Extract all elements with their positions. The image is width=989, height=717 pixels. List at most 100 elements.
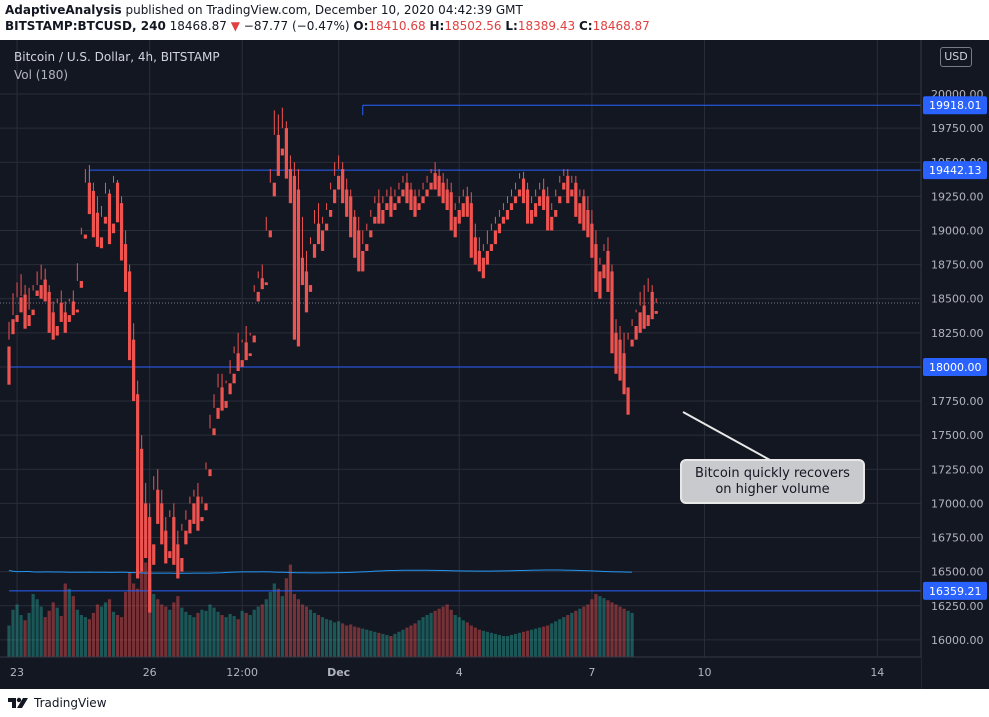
price-chart[interactable]: 20000.0019750.0019500.0019250.0019000.00… (0, 40, 989, 689)
volume-bar (212, 607, 216, 657)
volume-bar (606, 600, 610, 657)
candle-body (115, 182, 120, 223)
volume-bar (256, 606, 260, 657)
candle-body (546, 196, 550, 231)
level-price-badge (923, 96, 987, 115)
publish-info: published on TradingView.com, December 1… (125, 3, 523, 17)
author-name[interactable]: AdaptiveAnalysis (5, 3, 122, 17)
candle-body (236, 353, 240, 372)
annotation-callout[interactable]: Bitcoin quickly recovers on higher volum… (680, 459, 865, 504)
candle-body (357, 230, 361, 272)
candle-body (369, 230, 373, 238)
volume-bar (622, 608, 626, 657)
candle-body (473, 237, 477, 265)
volume-bar (389, 636, 393, 657)
candle-body (638, 312, 642, 333)
tradingview-brand[interactable]: TradingView (34, 696, 107, 710)
candle-body (550, 216, 554, 231)
candle-body (99, 237, 104, 249)
volume-bar (429, 612, 433, 657)
candle-body (252, 335, 256, 343)
volume-bar (27, 612, 31, 657)
volume-legend[interactable]: Vol (180) (14, 68, 69, 82)
volume-bar (445, 604, 449, 657)
high-label: H: (429, 19, 445, 33)
x-tick-label: 4 (456, 666, 463, 679)
volume-bar (200, 609, 204, 657)
candle-body (349, 196, 353, 238)
candle-body (136, 394, 140, 579)
volume-bar (574, 610, 578, 657)
high-value: 18502.56 (444, 19, 502, 33)
candle-body (485, 250, 489, 265)
volume-bar (71, 596, 75, 657)
volume-bar (433, 610, 437, 657)
candle-body (200, 517, 204, 522)
volume-bar (377, 632, 381, 657)
volume-bar (312, 612, 317, 657)
volume-bar (373, 631, 377, 657)
volume-bar (316, 615, 321, 657)
level-price-badge (923, 161, 987, 180)
candle-body (513, 196, 518, 204)
volume-bar (91, 612, 96, 657)
candle-body (477, 250, 481, 272)
volume-bar (156, 599, 160, 657)
candle-body (393, 203, 397, 210)
candle-body (39, 285, 43, 299)
volume-bar (39, 606, 43, 657)
x-tick-label: 26 (143, 666, 157, 679)
volume-bar (413, 623, 417, 657)
last-price: 18468.87 (169, 19, 227, 33)
candle-body (481, 257, 485, 279)
candle-body (538, 196, 542, 206)
volume-bar (132, 583, 136, 657)
volume-bar (521, 631, 526, 657)
volume-bar (329, 620, 333, 657)
candle-body (530, 210, 534, 224)
callout-pointer (682, 411, 771, 461)
candle-body (365, 244, 369, 251)
tradingview-logo-icon[interactable] (8, 696, 30, 710)
chart-area[interactable]: 20000.0019750.0019500.0019250.0019000.00… (0, 40, 989, 689)
candle-body (71, 301, 75, 316)
volume-bar (164, 606, 168, 657)
level-price-label: 16359.21 (929, 585, 982, 598)
candle-body (192, 503, 196, 524)
candle-body (184, 530, 188, 545)
volume-bar (570, 612, 574, 657)
candle-body (144, 503, 148, 558)
candle-body (421, 196, 425, 204)
volume-bar (192, 617, 196, 657)
y-tick-label: 17750.00 (931, 395, 984, 408)
volume-bar (276, 588, 280, 657)
volume-bar (546, 625, 550, 657)
candle-body (148, 517, 152, 613)
price-change: −87.77 (−0.47%) (243, 19, 350, 33)
volume-bar (260, 604, 264, 657)
candle-body (164, 530, 168, 564)
candle-body (429, 182, 433, 190)
candle-body (381, 210, 385, 224)
volume-bar (324, 619, 329, 657)
candle-body (152, 544, 156, 565)
candle-body (212, 428, 216, 436)
candle-body (132, 339, 136, 402)
x-tick-label: 10 (697, 666, 711, 679)
series-legend[interactable]: Bitcoin / U.S. Dollar, 4h, BITSTAMP (14, 50, 220, 64)
candle-body (35, 290, 39, 296)
volume-bar (558, 619, 562, 657)
candle-body (329, 210, 333, 217)
candle-body (534, 203, 538, 217)
volume-bar (441, 606, 445, 657)
currency-button[interactable]: USD (940, 47, 972, 67)
candle-body (196, 496, 200, 531)
candle-body (654, 310, 658, 314)
volume-bar (353, 626, 357, 657)
volume-bar (19, 615, 23, 657)
candle-body (312, 244, 317, 258)
volume-bar (357, 627, 361, 657)
candle-body (449, 192, 453, 231)
volume-bar (465, 622, 469, 657)
volume-bar (136, 588, 140, 657)
